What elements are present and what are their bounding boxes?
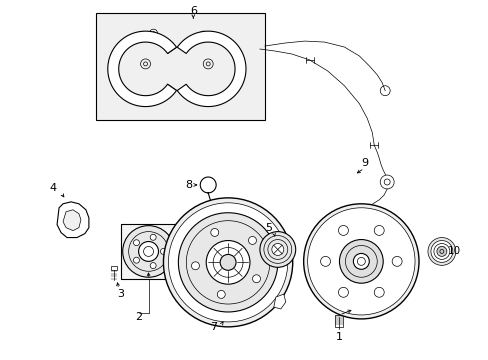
Circle shape bbox=[439, 249, 443, 253]
Circle shape bbox=[150, 263, 156, 269]
Circle shape bbox=[353, 253, 368, 269]
Text: 6: 6 bbox=[189, 6, 196, 16]
Circle shape bbox=[191, 262, 199, 270]
Circle shape bbox=[303, 204, 418, 319]
Circle shape bbox=[141, 59, 150, 69]
Circle shape bbox=[160, 248, 166, 255]
Circle shape bbox=[210, 229, 218, 237]
Circle shape bbox=[271, 243, 283, 255]
Text: 10: 10 bbox=[447, 247, 460, 256]
Circle shape bbox=[373, 225, 384, 235]
Circle shape bbox=[430, 240, 452, 262]
Polygon shape bbox=[177, 31, 245, 107]
Bar bbox=[96, 13, 264, 121]
Bar bbox=[111, 266, 117, 270]
Bar bbox=[335, 315, 343, 327]
Circle shape bbox=[338, 225, 347, 235]
Text: 1: 1 bbox=[335, 332, 342, 342]
Text: 8: 8 bbox=[184, 180, 191, 190]
Circle shape bbox=[391, 256, 401, 266]
Circle shape bbox=[168, 203, 287, 322]
Circle shape bbox=[436, 247, 446, 256]
Bar bbox=[121, 224, 176, 279]
Text: 3: 3 bbox=[117, 289, 124, 299]
Circle shape bbox=[380, 175, 393, 189]
Text: 5: 5 bbox=[265, 222, 272, 233]
Circle shape bbox=[150, 234, 156, 240]
Polygon shape bbox=[63, 210, 81, 231]
Text: 4: 4 bbox=[49, 183, 57, 193]
Circle shape bbox=[339, 239, 383, 283]
Text: 9: 9 bbox=[360, 158, 367, 168]
Circle shape bbox=[220, 255, 236, 270]
Circle shape bbox=[433, 243, 449, 260]
Circle shape bbox=[133, 257, 139, 263]
Circle shape bbox=[307, 208, 414, 315]
Circle shape bbox=[260, 231, 295, 267]
Text: 7: 7 bbox=[209, 322, 216, 332]
Circle shape bbox=[427, 238, 455, 265]
Circle shape bbox=[133, 240, 139, 246]
Circle shape bbox=[122, 226, 174, 277]
Circle shape bbox=[217, 291, 225, 298]
Polygon shape bbox=[107, 31, 176, 107]
Circle shape bbox=[252, 275, 260, 283]
Polygon shape bbox=[273, 294, 285, 309]
Circle shape bbox=[163, 198, 292, 327]
Circle shape bbox=[338, 287, 347, 297]
Circle shape bbox=[320, 256, 330, 266]
Circle shape bbox=[203, 59, 213, 69]
Circle shape bbox=[206, 240, 249, 284]
Text: 2: 2 bbox=[135, 312, 142, 322]
Circle shape bbox=[178, 213, 277, 312]
Circle shape bbox=[373, 287, 384, 297]
Circle shape bbox=[138, 242, 158, 261]
Circle shape bbox=[248, 237, 256, 244]
Polygon shape bbox=[57, 202, 89, 238]
